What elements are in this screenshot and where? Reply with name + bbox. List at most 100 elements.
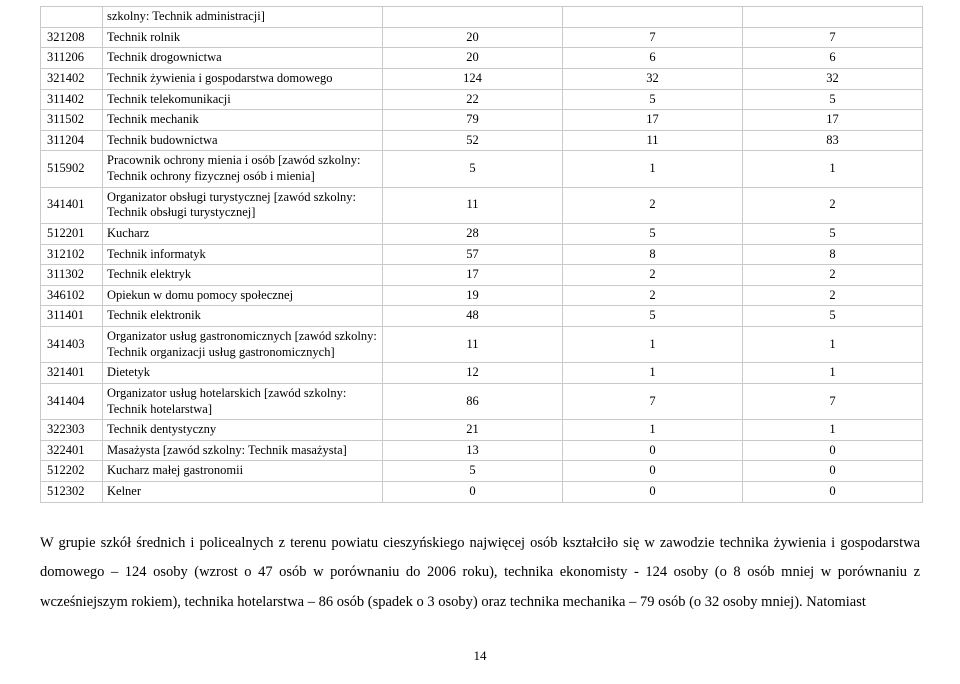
value-cell: 1 <box>563 420 743 441</box>
name-cell: Technik informatyk <box>103 244 383 265</box>
value-cell: 5 <box>743 89 923 110</box>
value-cell: 7 <box>743 27 923 48</box>
code-cell: 322401 <box>41 440 103 461</box>
body-paragraph: W grupie szkół średnich i policealnych z… <box>40 529 920 618</box>
code-cell: 311502 <box>41 110 103 131</box>
value-cell: 2 <box>563 285 743 306</box>
value-cell: 11 <box>563 130 743 151</box>
table-row: 341401Organizator obsługi turystycznej [… <box>41 187 923 223</box>
table-row: 312102Technik informatyk5788 <box>41 244 923 265</box>
name-cell: szkolny: Technik administracji] <box>103 7 383 28</box>
table-row: 346102Opiekun w domu pomocy społecznej19… <box>41 285 923 306</box>
value-cell: 20 <box>383 48 563 69</box>
code-cell: 321208 <box>41 27 103 48</box>
value-cell: 0 <box>563 461 743 482</box>
table-row: 322303Technik dentystyczny2111 <box>41 420 923 441</box>
name-cell: Opiekun w domu pomocy społecznej <box>103 285 383 306</box>
value-cell: 21 <box>383 420 563 441</box>
value-cell: 1 <box>743 151 923 187</box>
table-row: 341404Organizator usług hotelarskich [za… <box>41 383 923 419</box>
table-row: 311502Technik mechanik791717 <box>41 110 923 131</box>
value-cell: 11 <box>383 187 563 223</box>
table-row: 512201Kucharz2855 <box>41 223 923 244</box>
name-cell: Kelner <box>103 482 383 503</box>
value-cell: 52 <box>383 130 563 151</box>
name-cell: Organizator usług gastronomicznych [zawó… <box>103 327 383 363</box>
name-cell: Technik telekomunikacji <box>103 89 383 110</box>
value-cell: 20 <box>383 27 563 48</box>
code-cell: 321401 <box>41 363 103 384</box>
value-cell: 17 <box>383 265 563 286</box>
code-cell: 515902 <box>41 151 103 187</box>
code-cell: 512202 <box>41 461 103 482</box>
value-cell: 48 <box>383 306 563 327</box>
table-row: 512302Kelner000 <box>41 482 923 503</box>
value-cell: 2 <box>563 187 743 223</box>
value-cell: 11 <box>383 327 563 363</box>
code-cell: 512302 <box>41 482 103 503</box>
name-cell: Kucharz małej gastronomii <box>103 461 383 482</box>
value-cell: 22 <box>383 89 563 110</box>
code-cell: 512201 <box>41 223 103 244</box>
value-cell: 8 <box>743 244 923 265</box>
page-number: 14 <box>40 648 920 664</box>
code-cell: 322303 <box>41 420 103 441</box>
value-cell: 28 <box>383 223 563 244</box>
value-cell: 1 <box>743 420 923 441</box>
code-cell: 311402 <box>41 89 103 110</box>
value-cell: 0 <box>743 482 923 503</box>
value-cell: 7 <box>563 383 743 419</box>
value-cell: 32 <box>743 68 923 89</box>
table-row: 321208Technik rolnik2077 <box>41 27 923 48</box>
table-row: 311204Technik budownictwa521183 <box>41 130 923 151</box>
value-cell: 2 <box>563 265 743 286</box>
value-cell: 6 <box>743 48 923 69</box>
table-row: 311402Technik telekomunikacji2255 <box>41 89 923 110</box>
code-cell: 346102 <box>41 285 103 306</box>
value-cell: 5 <box>383 461 563 482</box>
table-row: 322401Masażysta [zawód szkolny: Technik … <box>41 440 923 461</box>
value-cell: 124 <box>383 68 563 89</box>
name-cell: Pracownik ochrony mienia i osób [zawód s… <box>103 151 383 187</box>
value-cell: 79 <box>383 110 563 131</box>
value-cell: 0 <box>383 482 563 503</box>
value-cell: 17 <box>743 110 923 131</box>
table-row: 512202Kucharz małej gastronomii500 <box>41 461 923 482</box>
value-cell: 5 <box>743 306 923 327</box>
vocations-table: szkolny: Technik administracji]321208Tec… <box>40 6 923 503</box>
name-cell: Technik elektronik <box>103 306 383 327</box>
table-row: 515902Pracownik ochrony mienia i osób [z… <box>41 151 923 187</box>
name-cell: Technik budownictwa <box>103 130 383 151</box>
value-cell: 57 <box>383 244 563 265</box>
code-cell: 311401 <box>41 306 103 327</box>
value-cell: 5 <box>383 151 563 187</box>
code-cell: 312102 <box>41 244 103 265</box>
value-cell: 6 <box>563 48 743 69</box>
name-cell: Technik żywienia i gospodarstwa domowego <box>103 68 383 89</box>
value-cell: 7 <box>743 383 923 419</box>
value-cell: 5 <box>743 223 923 244</box>
value-cell: 2 <box>743 265 923 286</box>
code-cell: 341404 <box>41 383 103 419</box>
code-cell: 321402 <box>41 68 103 89</box>
value-cell: 5 <box>563 89 743 110</box>
value-cell: 13 <box>383 440 563 461</box>
value-cell: 86 <box>383 383 563 419</box>
code-cell: 311206 <box>41 48 103 69</box>
value-cell: 5 <box>563 306 743 327</box>
table-row: 321402Technik żywienia i gospodarstwa do… <box>41 68 923 89</box>
table-row: 311206Technik drogownictwa2066 <box>41 48 923 69</box>
value-cell: 1 <box>743 363 923 384</box>
document-page: szkolny: Technik administracji]321208Tec… <box>0 0 960 684</box>
code-cell: 341403 <box>41 327 103 363</box>
code-cell: 311302 <box>41 265 103 286</box>
name-cell: Dietetyk <box>103 363 383 384</box>
name-cell: Technik dentystyczny <box>103 420 383 441</box>
value-cell: 5 <box>563 223 743 244</box>
table-row: 311302Technik elektryk1722 <box>41 265 923 286</box>
name-cell: Technik drogownictwa <box>103 48 383 69</box>
name-cell: Organizator usług hotelarskich [zawód sz… <box>103 383 383 419</box>
value-cell <box>383 7 563 28</box>
value-cell: 1 <box>563 151 743 187</box>
value-cell: 2 <box>743 285 923 306</box>
